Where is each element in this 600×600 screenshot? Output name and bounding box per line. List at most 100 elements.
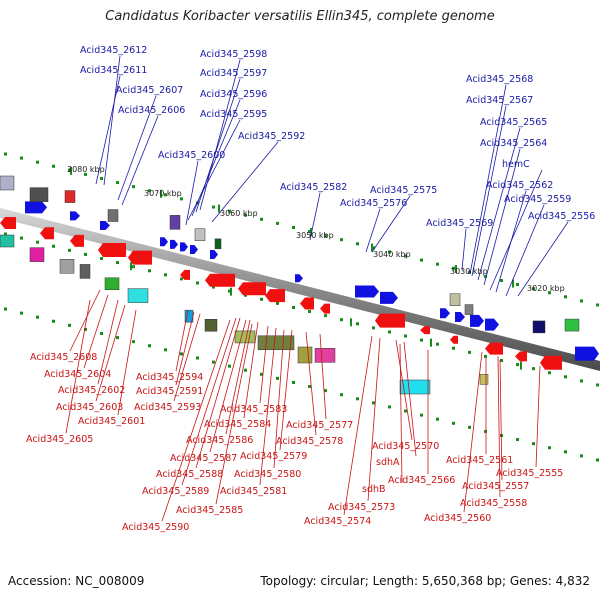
tick-dot: [420, 338, 423, 342]
tick-dot: [404, 334, 407, 338]
tick-dot: [484, 429, 487, 433]
forward-gene-arrow: [440, 308, 450, 319]
forward-leader-line: [489, 169, 543, 291]
reverse-gene-label: Acid345_2605: [26, 434, 93, 445]
kbp-label: 3030 kbp: [450, 267, 488, 276]
reverse-gene-label: sdhA: [376, 457, 400, 468]
tick-dot: [292, 380, 295, 384]
tick-dot: [356, 242, 359, 246]
tick-dot: [52, 164, 55, 168]
tick-dot: [564, 295, 567, 299]
tick-dots: [4, 152, 599, 462]
reverse-leader-line: [209, 319, 247, 453]
reverse-gene-label: Acid345_2578: [276, 436, 343, 447]
reverse-leader-line: [305, 331, 317, 436]
reverse-leader-line: [175, 311, 195, 386]
forward-gene-arrow: [210, 250, 218, 260]
tick-dot: [484, 274, 487, 278]
tick-dot: [20, 236, 23, 240]
forward-gene-label: Acid345_2596: [200, 89, 267, 100]
reverse-gene-label: Acid345_2558: [460, 498, 527, 509]
tick-dot: [436, 262, 439, 266]
tick-dot: [132, 340, 135, 344]
tick-dot: [452, 266, 455, 270]
reverse-leader-line: [117, 309, 137, 416]
forward-gene-arrow: [100, 221, 110, 230]
tick-dot: [420, 258, 423, 262]
kbp-tick-mark: [455, 265, 457, 274]
gene-box: [564, 318, 580, 332]
tick-dot: [164, 273, 167, 277]
tick-dot: [244, 293, 247, 297]
forward-gene-arrow: [575, 346, 599, 361]
forward-gene-arrow: [180, 242, 188, 252]
reverse-gene-label: Acid345_2570: [372, 441, 439, 452]
tick-dot: [436, 342, 439, 346]
reverse-leader-line: [195, 317, 241, 469]
tick-dot: [196, 281, 199, 285]
tick-dot: [548, 371, 551, 375]
tick-dot: [404, 254, 407, 258]
reverse-gene-label: Acid345_2580: [234, 469, 301, 480]
tick-dot: [116, 261, 119, 265]
reverse-gene-label: Acid345_2602: [58, 385, 125, 396]
reverse-leader-line: [161, 319, 231, 522]
forward-gene-label: Acid345_2607: [116, 85, 183, 96]
forward-gene-label: Acid345_2612: [80, 45, 147, 56]
tick-dot: [532, 287, 535, 291]
reverse-leader-line: [463, 351, 483, 513]
kbp-label: 3020 kbp: [527, 284, 565, 293]
kbp-tick-mark: [310, 228, 312, 237]
gene-box: [29, 187, 49, 202]
gene-box: [399, 379, 431, 395]
forward-gene-label: Acid345_2611: [80, 65, 147, 76]
tick-dot: [468, 425, 471, 429]
tick-dot: [116, 181, 119, 185]
reverse-leader-line: [83, 294, 109, 369]
forward-gene-label: Acid345_2568: [466, 74, 533, 85]
reverse-leader-line: [243, 321, 259, 419]
gene-box: [214, 238, 222, 250]
reverse-leader-line: [259, 325, 269, 404]
tick-dot: [180, 197, 183, 201]
reverse-leader-line: [173, 313, 201, 402]
kbp-label: 3070 kbp: [144, 189, 182, 198]
map-title: Candidatus Koribacter versatilis Ellin34…: [105, 9, 495, 24]
kbp-tick-mark: [160, 189, 162, 198]
forward-gene-label: Acid345_2595: [200, 109, 267, 120]
forward-leader-line: [495, 190, 527, 293]
forward-leader-line: [187, 119, 241, 221]
reverse-leader-line: [319, 333, 327, 420]
reverse-gene-label: Acid345_2573: [328, 502, 395, 513]
reverse-gene-arrow: [98, 242, 126, 257]
reverse-gene-label: Acid345_2566: [388, 475, 455, 486]
tick-dot: [132, 185, 135, 189]
tick-dot: [436, 417, 439, 421]
reverse-gene-label: Acid345_2581: [220, 486, 287, 497]
tick-dot: [388, 405, 391, 409]
tick-dot: [292, 305, 295, 309]
tick-dot: [372, 246, 375, 250]
reverse-gene-label: Acid345_2560: [424, 513, 491, 524]
reverse-gene-label: Acid345_2587: [170, 453, 237, 464]
tick-dot: [4, 152, 7, 156]
kbp-tick-mark: [350, 318, 352, 327]
forward-gene-arrow: [160, 237, 168, 247]
reverse-gene-label: Acid345_2585: [176, 505, 243, 516]
tick-dot: [244, 213, 247, 217]
tick-dot: [468, 350, 471, 354]
reverse-gene-arrow: [450, 335, 458, 344]
tick-dot: [548, 446, 551, 450]
reverse-gene-arrow: [265, 289, 285, 303]
reverse-gene-arrow: [70, 234, 84, 247]
reverse-gene-label: Acid345_2608: [30, 352, 97, 363]
tick-dot: [452, 421, 455, 425]
tick-dot: [148, 269, 151, 273]
kbp-tick-mark: [230, 287, 232, 296]
reverse-leader-line: [499, 359, 503, 481]
reverse-leader-line: [181, 317, 237, 486]
tick-dot: [564, 450, 567, 454]
tick-dot: [516, 363, 519, 367]
forward-leader-line: [365, 208, 381, 253]
tick-dot: [116, 336, 119, 340]
